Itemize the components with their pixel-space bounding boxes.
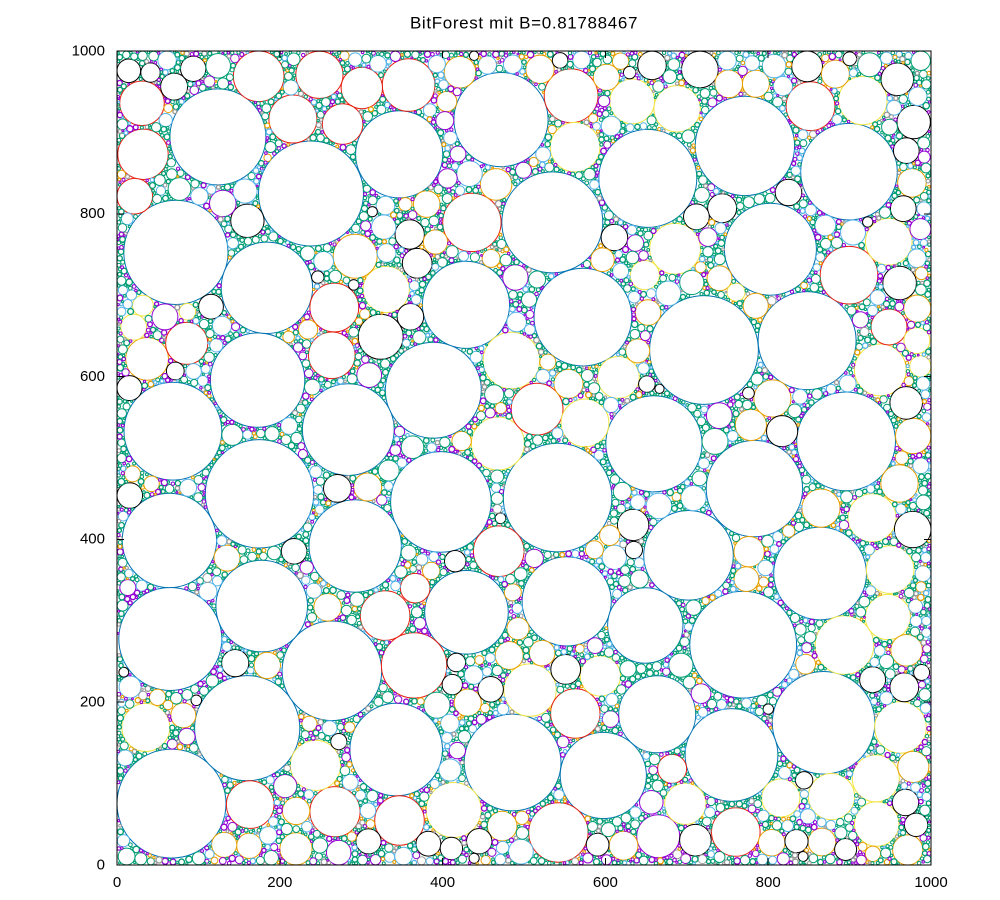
svg-text:BitForest mit B=0.81788467: BitForest mit B=0.81788467 [410,14,638,33]
